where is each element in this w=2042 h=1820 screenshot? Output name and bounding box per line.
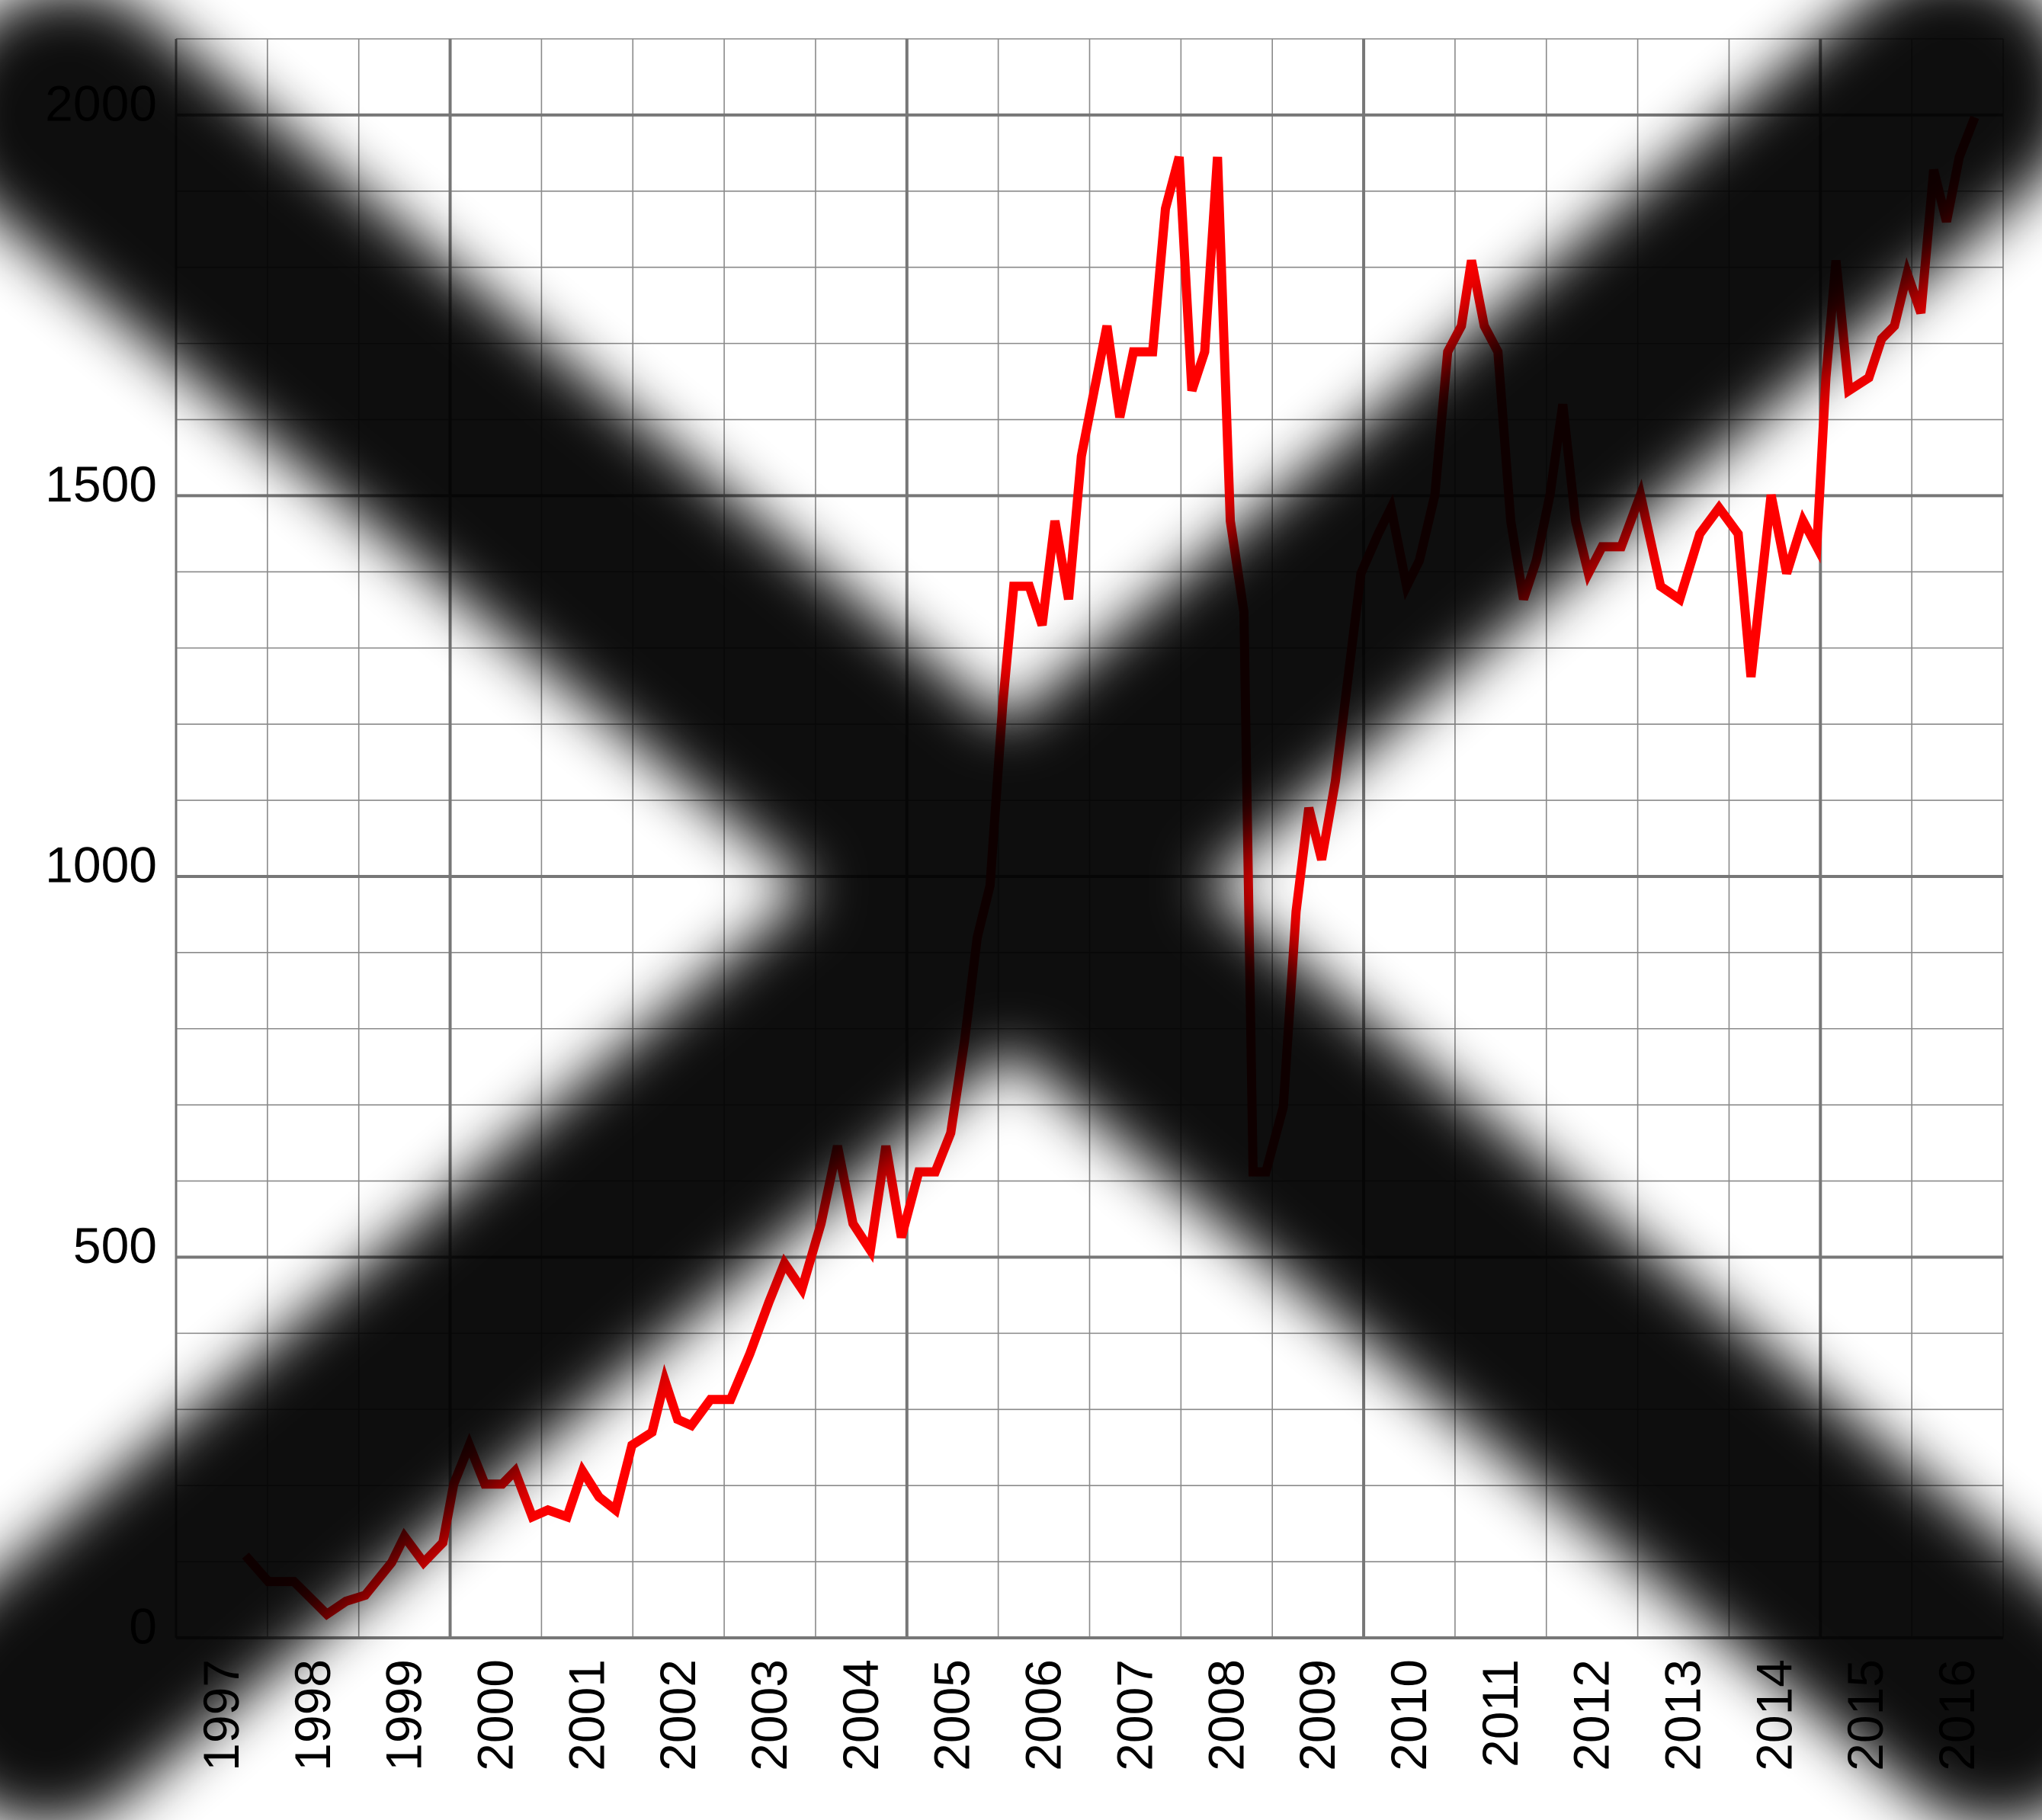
y-tick-label: 500 (73, 1217, 157, 1274)
x-tick-label: 2000 (466, 1659, 523, 1771)
x-tick-label: 2004 (832, 1659, 889, 1771)
x-tick-label: 2003 (741, 1659, 797, 1771)
plot (242, 115, 1979, 1620)
x-tick-label: 1998 (284, 1659, 341, 1771)
data-line (242, 115, 1979, 1620)
x-tick-label: 2006 (1015, 1659, 1072, 1771)
x-tick-label: 2010 (1380, 1659, 1437, 1771)
x-tick-label: 2013 (1655, 1659, 1711, 1771)
y-tick-label: 1500 (45, 456, 157, 512)
x-tick-label: 2005 (924, 1659, 980, 1771)
y-tick-label: 1000 (45, 836, 157, 892)
x-tick-label: 2001 (558, 1659, 614, 1771)
x-tick-label: 2012 (1563, 1659, 1620, 1771)
x-tick-label: 2002 (649, 1659, 706, 1771)
x-tick-label: 2007 (1106, 1659, 1162, 1771)
x-tick-label: 2008 (1197, 1659, 1254, 1771)
x-tick-label: 2011 (1472, 1659, 1528, 1767)
x-tick-label: 1999 (376, 1659, 432, 1771)
x-tick-label: 2009 (1289, 1659, 1345, 1771)
